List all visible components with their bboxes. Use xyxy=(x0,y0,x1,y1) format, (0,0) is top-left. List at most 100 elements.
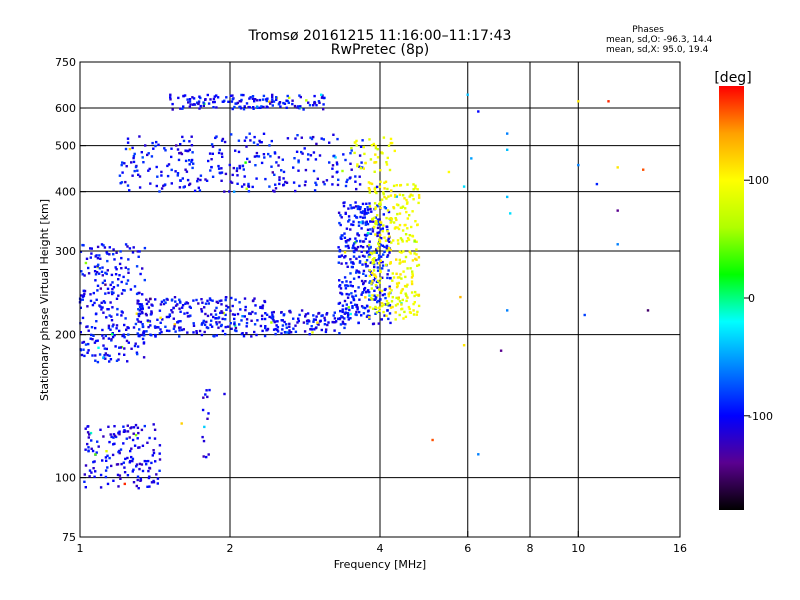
data-point xyxy=(412,183,415,186)
data-point xyxy=(343,326,346,330)
data-point xyxy=(222,312,225,315)
data-point xyxy=(369,246,372,249)
data-point xyxy=(138,328,141,331)
data-point xyxy=(370,182,374,186)
x-tick-label: 4 xyxy=(377,542,384,555)
data-point xyxy=(148,475,151,478)
data-point xyxy=(133,152,136,156)
data-point xyxy=(352,277,356,280)
data-point xyxy=(247,105,250,109)
data-point xyxy=(409,193,412,196)
data-point xyxy=(131,438,135,442)
data-point xyxy=(217,167,221,170)
data-point xyxy=(181,107,184,110)
data-point xyxy=(139,320,143,324)
data-point xyxy=(384,239,388,242)
data-point xyxy=(140,428,144,432)
data-point xyxy=(178,326,181,329)
data-point xyxy=(126,456,129,460)
data-point xyxy=(115,297,119,300)
data-point xyxy=(395,296,398,300)
data-point xyxy=(416,310,419,314)
data-point xyxy=(289,331,293,334)
data-point xyxy=(107,326,111,330)
data-point xyxy=(388,240,391,243)
data-point xyxy=(211,299,214,302)
data-point xyxy=(304,313,308,316)
data-point xyxy=(256,143,259,146)
data-point xyxy=(379,203,382,206)
data-point xyxy=(370,282,373,285)
data-point xyxy=(136,345,140,348)
data-point xyxy=(131,146,134,150)
data-point xyxy=(98,353,102,356)
data-point xyxy=(379,243,383,247)
data-point xyxy=(341,308,344,311)
data-point xyxy=(215,323,219,326)
data-point xyxy=(96,440,99,443)
data-point xyxy=(374,146,378,150)
data-point xyxy=(215,321,218,324)
data-point xyxy=(267,152,270,156)
data-point xyxy=(360,305,364,308)
data-point xyxy=(116,284,120,287)
data-point xyxy=(240,98,243,102)
data-point xyxy=(105,459,108,462)
data-point xyxy=(253,323,257,326)
data-point xyxy=(412,198,415,201)
data-point xyxy=(261,98,265,101)
data-point xyxy=(168,329,171,333)
data-point xyxy=(357,286,360,289)
data-point xyxy=(381,264,385,267)
data-point xyxy=(122,333,125,336)
data-point xyxy=(133,169,136,173)
data-point xyxy=(224,325,227,329)
data-point xyxy=(272,189,275,192)
data-point xyxy=(414,187,417,190)
data-point xyxy=(122,430,126,433)
data-point xyxy=(83,480,86,483)
data-point xyxy=(102,356,105,359)
data-point xyxy=(212,106,215,109)
data-point xyxy=(84,343,88,346)
data-point xyxy=(104,456,108,459)
data-point xyxy=(322,108,325,111)
data-point xyxy=(364,223,367,226)
data-point xyxy=(88,475,91,478)
data-point xyxy=(283,320,286,324)
data-point xyxy=(372,279,376,282)
data-point xyxy=(406,217,409,220)
data-point xyxy=(314,158,318,161)
data-point xyxy=(134,322,138,326)
data-point xyxy=(394,217,397,220)
data-point xyxy=(363,208,367,211)
data-point xyxy=(351,246,354,250)
data-point xyxy=(389,137,393,141)
data-point xyxy=(152,481,156,484)
data-point xyxy=(406,183,409,186)
data-point xyxy=(183,94,187,97)
data-point xyxy=(379,277,382,280)
data-point xyxy=(369,270,372,273)
data-point xyxy=(306,158,310,161)
data-point xyxy=(349,317,352,320)
data-point xyxy=(394,193,397,197)
data-point xyxy=(275,324,278,327)
data-point xyxy=(320,96,324,99)
data-point xyxy=(224,332,227,336)
data-point xyxy=(313,189,317,192)
data-point xyxy=(89,299,93,303)
data-point xyxy=(385,247,388,250)
data-point xyxy=(192,322,195,325)
data-point xyxy=(135,292,139,296)
data-point xyxy=(274,332,277,336)
data-point xyxy=(347,220,350,223)
data-point xyxy=(368,274,371,278)
data-point xyxy=(363,216,366,219)
data-point xyxy=(245,318,249,321)
data-point xyxy=(361,216,365,219)
data-point xyxy=(178,335,181,338)
data-point xyxy=(111,306,114,309)
data-point xyxy=(136,318,139,321)
data-point xyxy=(225,96,228,99)
